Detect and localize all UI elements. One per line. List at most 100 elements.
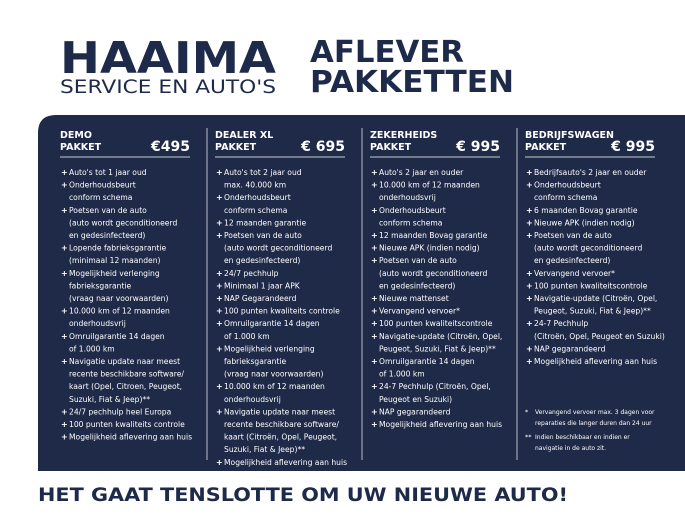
- bullet: +: [371, 307, 378, 316]
- bullet: +: [61, 332, 68, 341]
- item-line: recente beschikbare software/: [69, 370, 184, 379]
- bullet: +: [216, 168, 223, 177]
- item-line: Poetsen van de auto: [379, 256, 457, 265]
- item-line: Suzuki, Fiat & Jeep)**: [224, 445, 305, 454]
- item-line: (auto wordt geconditioneerd: [224, 244, 332, 253]
- item-line: 100 punten kwaliteits controle: [69, 420, 185, 429]
- item-line: 100 punten kwaliteitscontrole: [534, 281, 648, 290]
- item-line: onderhoudsvrij: [379, 193, 436, 202]
- item-line: (auto wordt geconditioneerd: [379, 269, 487, 278]
- bullet: +: [216, 294, 223, 303]
- item-line: of 1.000 km: [69, 344, 115, 353]
- column-title: DEMO: [60, 130, 92, 141]
- bullet: +: [371, 168, 378, 177]
- item-line: conform schema: [224, 206, 287, 215]
- bullet: +: [526, 218, 533, 227]
- item-line: Auto's tot 1 jaar oud: [69, 168, 147, 177]
- item-line: Auto's 2 jaar en ouder: [379, 168, 464, 177]
- item-line: Nieuwe APK (indien nodig): [534, 218, 635, 227]
- bullet: +: [371, 407, 378, 416]
- item-line: Omruilgarantie 14 dagen: [379, 357, 475, 366]
- item-line: Omruilgarantie 14 dagen: [69, 332, 165, 341]
- item-line: NAP gegarandeerd: [379, 407, 451, 416]
- item-line: Peugeot en Suzuki): [379, 395, 452, 404]
- column-title: DEALER XL: [215, 130, 273, 141]
- bullet: +: [61, 433, 68, 442]
- footnote-line: reparaties die langer duren dan 24 uur: [535, 420, 652, 427]
- footnote-mark: *: [525, 408, 529, 416]
- bullet: +: [61, 168, 68, 177]
- item-line: of 1.000 km: [224, 332, 270, 341]
- item-line: Bedrijfsauto's 2 jaar en ouder: [534, 168, 647, 177]
- bullet: +: [526, 269, 533, 278]
- item-line: of 1.000 km: [379, 370, 425, 379]
- item-line: Nieuwe mattenset: [379, 294, 449, 303]
- bullet: +: [61, 244, 68, 253]
- column-title: PAKKET: [525, 142, 567, 153]
- item-line: Lopende fabrieksgarantie: [69, 244, 167, 253]
- logo-tagline: SERVICE EN AUTO'S: [60, 76, 276, 98]
- item-line: kaart (Citroën, Opel, Peugeot,: [224, 433, 337, 442]
- footnote-line: Indien beschikbaar en indien er: [535, 434, 630, 441]
- bullet: +: [371, 319, 378, 328]
- bullet: +: [526, 357, 533, 366]
- item-line: 100 punten kwaliteitscontrole: [379, 319, 493, 328]
- column-price: € 995: [610, 139, 655, 155]
- item-line: Peugeot, Suzuki, Fiat & Jeep)**: [534, 307, 651, 316]
- item-line: (minimaal 12 maanden): [69, 256, 161, 265]
- item-line: Onderhoudsbeurt: [379, 206, 446, 215]
- item-line: Mogelijkheid verlenging: [224, 344, 315, 353]
- item-line: 24/7 pechhulp: [224, 269, 279, 278]
- footnote-mark: **: [525, 433, 532, 441]
- bullet: +: [216, 193, 223, 202]
- footnote-line: Vervangend vervoer max. 3 dagen voor: [535, 409, 655, 416]
- item-line: Mogelijkheid aflevering aan huis: [379, 420, 502, 429]
- item-line: en gedesinfecteerd): [379, 281, 455, 290]
- item-line: Onderhoudsbeurt: [224, 193, 291, 202]
- item-line: en gedesinfecteerd): [534, 256, 610, 265]
- item-line: 24/7 pechhulp heel Europa: [69, 407, 171, 416]
- item-line: (vraag naar voorwaarden): [69, 294, 168, 303]
- item-line: 10.000 km of 12 maanden: [379, 181, 480, 190]
- item-line: Navigatie-update (Citroën, Opel,: [379, 332, 502, 341]
- column-title: ZEKERHEIDS: [370, 130, 437, 141]
- bullet: +: [371, 256, 378, 265]
- item-line: 100 punten kwaliteits controle: [224, 307, 340, 316]
- bullet: +: [526, 281, 533, 290]
- column-title: PAKKET: [215, 142, 257, 153]
- column-title: PAKKET: [60, 142, 102, 153]
- bullet: +: [61, 269, 68, 278]
- item-line: Auto's tot 2 jaar oud: [224, 168, 302, 177]
- bullet: +: [216, 344, 223, 353]
- item-line: Nieuwe APK (indien nodig): [379, 244, 480, 253]
- bullet: +: [526, 168, 533, 177]
- bullet: +: [216, 231, 223, 240]
- bullet: +: [371, 332, 378, 341]
- panel: [38, 115, 685, 471]
- item-line: (vraag naar voorwaarden): [224, 370, 323, 379]
- item-line: onderhoudsvrij: [69, 319, 126, 328]
- item-line: Minimaal 1 jaar APK: [224, 281, 301, 290]
- bullet: +: [526, 206, 533, 215]
- item-line: Poetsen van de auto: [534, 231, 612, 240]
- item-line: Mogelijkheid aflevering aan huis: [534, 357, 657, 366]
- bullet: +: [216, 269, 223, 278]
- column-price: €495: [150, 139, 190, 155]
- bullet: +: [216, 281, 223, 290]
- item-line: Navigatie update naar meest: [224, 407, 335, 416]
- bullet: +: [371, 382, 378, 391]
- bullet: +: [216, 407, 223, 416]
- item-line: Suzuki, Fiat & Jeep)**: [69, 395, 150, 404]
- item-line: max. 40.000 km: [224, 181, 286, 190]
- item-line: 12 maanden Bovag garantie: [379, 231, 488, 240]
- bullet: +: [526, 344, 533, 353]
- item-line: conform schema: [379, 218, 442, 227]
- footnote-line: navigatie in de auto zit.: [535, 445, 606, 452]
- bullet: +: [526, 319, 533, 328]
- bullet: +: [526, 294, 533, 303]
- bullet: +: [61, 420, 68, 429]
- item-line: Omruilgarantie 14 dagen: [224, 319, 320, 328]
- item-line: 24-7 Pechhulp (Citroën, Opel,: [379, 382, 491, 391]
- column-title: BEDRIJFSWAGEN: [525, 130, 614, 141]
- item-line: Mogelijkheid aflevering aan huis: [69, 433, 192, 442]
